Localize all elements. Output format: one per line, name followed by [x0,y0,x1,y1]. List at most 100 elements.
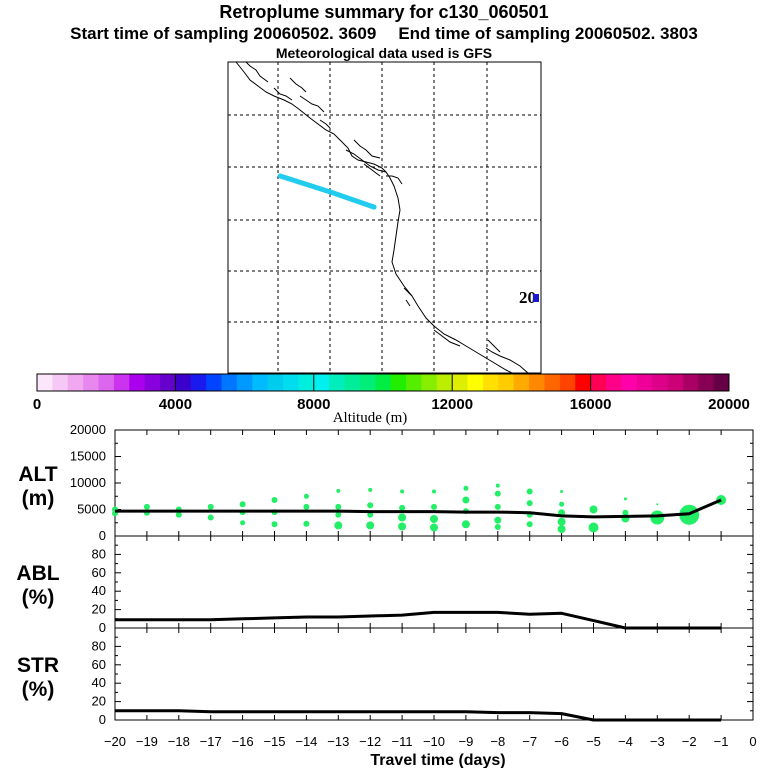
plot-title: Retroplume summary for c130_060501 [219,2,549,22]
x-tick-label: −3 [650,734,665,749]
colorbar-cell [37,374,53,391]
colorbar-cell [113,374,130,391]
colorbar-tick-label: 12000 [431,396,473,413]
colorbar-cell [713,374,730,391]
x-tick-label: −5 [586,734,601,749]
scatter-point [559,501,565,507]
release-marker [533,294,539,302]
scatter-point [526,488,533,495]
x-axis-title: Travel time (days) [370,752,505,768]
colorbar-cell [621,374,638,391]
colorbar-cell [267,374,284,391]
panel-frame [114,535,754,629]
panel-unit-label: (m) [22,487,55,510]
series-line [115,709,722,722]
scatter-point [303,520,310,527]
coastline [235,61,529,374]
colorbar-cell [144,374,161,391]
scatter-point [526,521,533,528]
y-tick-label: 80 [92,546,106,561]
colorbar-title: Altitude (m) [333,410,408,426]
x-tick-label: −11 [392,734,413,749]
scatter-point [463,485,469,491]
series-line [115,610,722,630]
colorbar-tick-label: 4000 [159,396,192,413]
x-tick-label: −1 [714,734,729,749]
x-tick-label: −4 [618,734,633,749]
colorbar-tick-label: 20000 [708,396,750,413]
x-tick-label: −16 [232,734,254,749]
colorbar-tick-label: 16000 [570,396,612,413]
scatter-point [398,513,407,522]
colorbar-cell [67,374,84,391]
scatter-point [430,523,438,532]
y-tick-label: 0 [99,620,106,635]
sampling-times: Start time of sampling 20060502. 3609 End… [0,24,768,44]
colorbar-cell [160,374,176,391]
colorbar-cell [190,374,207,391]
x-tick-label: −12 [359,734,381,749]
scatter-point [495,483,500,488]
scatter-point [589,505,598,514]
colorbar-cell [667,374,684,391]
y-tick-label: 5000 [77,502,106,517]
x-tick-label: −19 [136,734,158,749]
x-tick-label: −20 [104,734,126,749]
colorbar-cell [175,374,192,391]
start-time-label: Start time of sampling 20060502. 3609 [70,24,377,43]
colorbar: 0 4000 8000 12000 16000 20000 Altitude (m) [33,373,750,426]
colorbar-cell [482,374,499,391]
met-data-label: Meteorological data used is GFS [275,45,493,61]
colorbar-cell [529,374,545,391]
colorbar-cell [221,374,238,391]
scatter-point [650,510,665,525]
colorbar-cell [452,374,468,391]
scatter-point [462,496,470,504]
scatter-point [143,503,150,510]
map-marker-label: 20 [519,288,536,307]
x-tick-label: −7 [522,734,537,749]
y-tick-label: 20 [92,694,106,709]
map-frame [227,61,542,374]
colorbar-cell [252,374,269,391]
scatter-point [368,487,373,492]
colorbar-frame [36,373,730,392]
scatter-point [335,511,342,518]
y-tick-label: 60 [92,657,106,672]
colorbar-cell [436,374,453,391]
scatter-point [207,514,214,521]
y-tick-label: 0 [99,712,106,727]
x-tick-label: −15 [263,734,285,749]
colorbar-cell [129,374,146,391]
scatter-point [367,511,374,518]
y-tick-label: 20000 [70,422,106,437]
scatter-point [461,520,470,529]
scatter-point [494,516,502,524]
colorbar-cell [359,374,376,391]
colorbar-majors [174,374,592,391]
time-series-panels: 05000100001500020000ALT(m)020406080ABL(%… [16,422,756,768]
panel-label: STR [17,654,59,677]
x-tick-label: −8 [490,734,505,749]
scatter-point [494,524,501,530]
scatter-point [588,522,599,533]
colorbar-cell [313,374,330,391]
colorbar-cell [406,374,422,391]
end-time-label: End time of sampling 20060502. 3803 [398,24,698,43]
scatter-point [656,503,659,506]
colorbar-cell [652,374,668,391]
scatter-point [303,493,309,499]
colorbar-tick-labels: 0 4000 8000 12000 16000 20000 [33,396,750,413]
scatter-point [431,503,437,510]
scatter-point [271,521,278,528]
colorbar-cell [605,374,622,391]
scatter-point [175,511,182,518]
colorbar-cell [298,374,315,391]
colorbar-cell [236,374,253,391]
x-tick-label: −2 [682,734,697,749]
scatter-point [494,503,501,510]
colorbar-cell [206,374,222,391]
map-panel: 20 [227,61,542,374]
scatter-point [303,503,310,510]
colorbar-cell [498,374,515,391]
